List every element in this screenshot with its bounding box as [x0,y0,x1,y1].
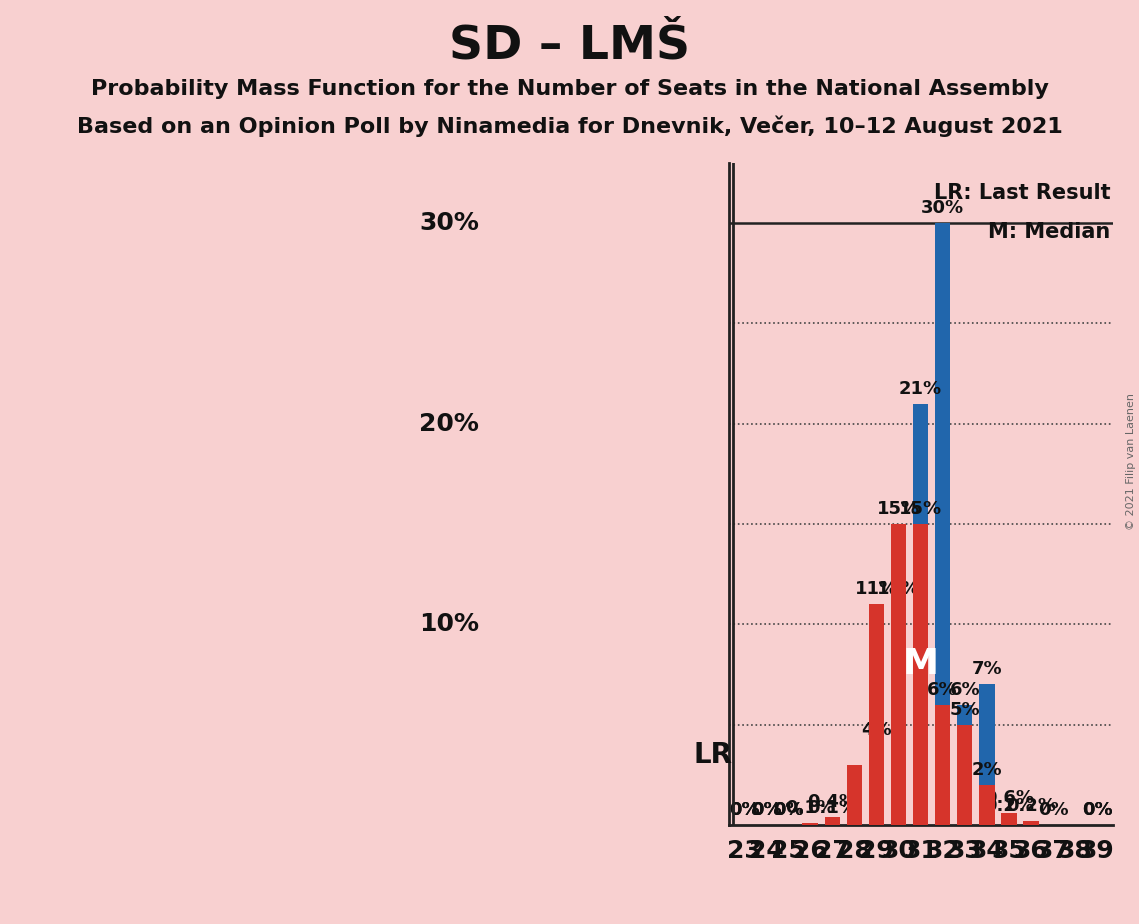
Text: 0%: 0% [1038,801,1068,819]
Bar [1001,813,1017,825]
Text: © 2021 Filip van Laenen: © 2021 Filip van Laenen [1126,394,1136,530]
Text: 6%: 6% [950,680,980,699]
Bar [980,784,994,825]
Bar [869,745,884,825]
Text: 4%: 4% [861,721,892,738]
Text: Probability Mass Function for the Number of Seats in the National Assembly: Probability Mass Function for the Number… [91,79,1048,99]
Text: 20%: 20% [419,412,478,435]
Bar [1001,821,1017,825]
Bar [912,404,928,825]
Bar [935,704,950,825]
Text: 15%: 15% [899,500,942,518]
Bar [869,604,884,825]
Bar [957,724,973,825]
Bar [957,704,973,825]
Text: 0%: 0% [1082,801,1113,819]
Text: 2%: 2% [972,760,1002,779]
Bar [1023,821,1039,825]
Text: 0%: 0% [729,801,760,819]
Text: LR: LR [694,741,732,769]
Bar [980,685,994,825]
Text: LR: Last Result: LR: Last Result [934,183,1111,202]
Bar [825,817,839,825]
Text: 10%: 10% [419,613,478,637]
Text: 0%: 0% [772,801,803,819]
Text: 5%: 5% [950,700,980,719]
Text: 30%: 30% [419,211,478,235]
Text: 0.2%: 0.2% [1006,796,1056,815]
Text: 0%: 0% [751,801,781,819]
Text: SD – LMŠ: SD – LMŠ [449,23,690,68]
Bar [935,223,950,825]
Bar [825,823,839,825]
Bar [891,604,907,825]
Text: 0%: 0% [1082,801,1113,819]
Bar [891,524,907,825]
Text: 0%: 0% [729,801,760,819]
Text: 0.1%: 0.1% [808,799,858,817]
Bar [912,524,928,825]
Text: Based on an Opinion Poll by Ninamedia for Dnevnik, Večer, 10–12 August 2021: Based on an Opinion Poll by Ninamedia fo… [76,116,1063,137]
Text: 15%: 15% [877,500,920,518]
Text: 0%: 0% [751,801,781,819]
Text: 30%: 30% [921,199,965,217]
Text: 0.1%: 0.1% [785,799,835,817]
Bar [846,765,862,825]
Text: 0.4%: 0.4% [808,793,858,811]
Text: 11%: 11% [877,580,920,598]
Bar [846,765,862,825]
Text: 11%: 11% [855,580,898,598]
Text: 21%: 21% [899,380,942,397]
Text: 0.2%: 0.2% [984,796,1034,815]
Text: 0.6%: 0.6% [984,789,1034,807]
Text: M: Median: M: Median [989,223,1111,242]
Text: M: M [902,648,939,681]
Text: 6%: 6% [927,680,958,699]
Bar [803,823,818,825]
Text: 7%: 7% [972,661,1002,678]
Text: 0%: 0% [772,801,803,819]
